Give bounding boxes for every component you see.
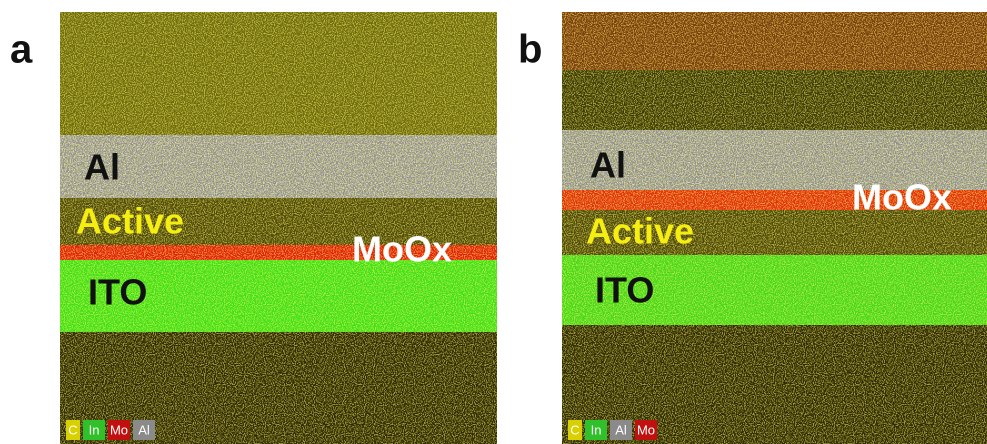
legend-label: C: [68, 422, 77, 437]
layer-label: MoOx: [852, 177, 952, 218]
layer-label: MoOx: [352, 229, 452, 270]
layer-label: Active: [76, 201, 184, 242]
legend-label: Al: [615, 422, 627, 437]
figure: a Al Active MoOx ITO b Al MoOx Active IT…: [0, 0, 987, 444]
layer-label: Al: [590, 145, 626, 186]
panel-b: b Al MoOx Active ITO: [518, 12, 987, 444]
layer-label: Al: [84, 147, 120, 188]
panel-label: b: [518, 28, 542, 72]
speckle: [60, 135, 497, 198]
legend-label: In: [89, 422, 100, 437]
panel-label: a: [10, 28, 33, 72]
legend-label: Al: [138, 422, 150, 437]
legend-label: C: [570, 422, 579, 437]
panel-a: a Al Active MoOx ITO: [10, 12, 497, 444]
layer-label: Active: [586, 211, 694, 252]
layer-label: ITO: [595, 270, 654, 311]
legend-label: In: [591, 422, 602, 437]
legend-label: Mo: [637, 422, 655, 437]
layer-label: ITO: [88, 272, 147, 313]
legend-label: Mo: [110, 422, 128, 437]
page: {"panels": [ {"label": "a", "layers": {"…: [0, 0, 987, 444]
